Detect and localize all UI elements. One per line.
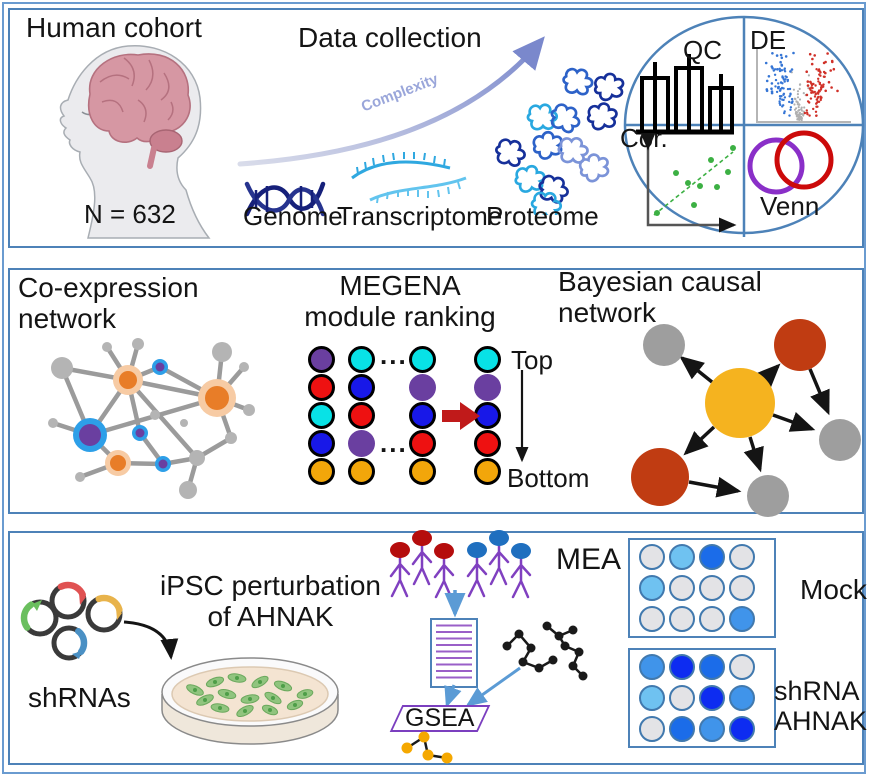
mea-well-deepblue [729, 716, 755, 742]
bayesian-network-graphic [631, 319, 861, 517]
megena-module-column-3 [409, 346, 436, 485]
cohort-title: Human cohort [26, 12, 202, 43]
rna-icon [351, 152, 467, 204]
coexpression-title: Co-expression network [18, 272, 199, 335]
stick-figures-icon [389, 530, 532, 618]
mea-well-strongblue [699, 654, 725, 680]
rank-red-arrow-icon [442, 402, 480, 430]
shrna-ahnak-label: shRNA AHNAK [774, 676, 868, 737]
mea-well-gray [669, 606, 695, 632]
mea-well-blue [729, 606, 755, 632]
venn-diagram-icon [747, 130, 834, 195]
megena-module-gold [409, 458, 436, 485]
mea-well-strongblue [699, 544, 725, 570]
megena-module-purple [348, 430, 375, 457]
megena-module-cyan [474, 346, 501, 373]
omics-label-genome: Genome [243, 201, 343, 231]
megena-module-column-2 [348, 346, 375, 485]
scatter-plot-icon [640, 133, 737, 233]
proteome-icon [492, 65, 628, 215]
mea-well-gray [699, 606, 725, 632]
mea-plate-mock [628, 538, 776, 638]
n-count-label: N = 632 [84, 199, 176, 229]
megena-title: MEGENA module ranking [304, 270, 496, 333]
mea-well-strongblue [669, 716, 695, 742]
megena-module-cyan [348, 346, 375, 373]
omics-label-proteome: Proteome [486, 201, 599, 231]
plasmids-icon [20, 581, 179, 662]
megena-module-blue [348, 374, 375, 401]
dna-icon [244, 181, 326, 217]
mea-well-gray [729, 654, 755, 680]
megena-module-red [409, 430, 436, 457]
mea-well-gray [669, 575, 695, 601]
megena-module-gold [308, 458, 335, 485]
venn-label: Venn [760, 191, 820, 221]
mea-well-deepblue [699, 685, 725, 711]
rank-direction-arrow [515, 370, 529, 463]
megena-module-purple [308, 346, 335, 373]
mea-well-blue [639, 654, 665, 680]
mea-well-blue [699, 716, 725, 742]
megena-module-gold [474, 458, 501, 485]
megena-module-cyan [409, 346, 436, 373]
red-head-icons [390, 530, 454, 559]
mea-well-gray [639, 716, 665, 742]
mea-well-deepblue [669, 654, 695, 680]
qc-label: QC [683, 35, 722, 65]
volcano-plot-icon [756, 48, 851, 123]
megena-ellipsis-top: ... [380, 340, 408, 370]
megena-ellipsis-bottom: ... [380, 428, 408, 458]
mea-well-gray [729, 544, 755, 570]
megena-module-red [474, 430, 501, 457]
analysis-wheel [623, 15, 865, 237]
megena-module-blue [409, 402, 436, 429]
de-label: DE [750, 25, 787, 55]
megena-module-red [348, 402, 375, 429]
petri-dish-icon [161, 657, 339, 745]
mea-well-gray [639, 544, 665, 570]
ipsc-cells [186, 673, 314, 718]
hub-nodes [73, 359, 236, 476]
megena-module-purple [474, 374, 501, 401]
bottom-label: Bottom [507, 463, 590, 493]
human-head-illustration [59, 45, 211, 239]
megena-module-cyan [308, 402, 335, 429]
network-cluster-icon [502, 621, 588, 681]
qc-boxplot-icon [636, 54, 734, 135]
megena-module-column-1 [308, 346, 335, 485]
bayesian-title: Bayesian causal network [558, 266, 762, 329]
megena-module-purple [409, 374, 436, 401]
gene-set-mini-network-icon [401, 731, 453, 764]
mea-plate-shrna-ahnak [628, 648, 776, 748]
mock-label: Mock [800, 574, 867, 605]
mea-well-gray [639, 606, 665, 632]
megena-module-column-4 [474, 346, 501, 485]
mea-well-gray [669, 685, 695, 711]
ipsc-title: iPSC perturbation of AHNAK [159, 570, 381, 633]
data-collection-title: Data collection [298, 22, 482, 53]
mea-well-lightblue [639, 685, 665, 711]
cor-label: Cor. [620, 123, 668, 153]
transfection-arrow [123, 620, 179, 660]
mea-well-lightblue [669, 544, 695, 570]
mea-well-lightblue [639, 575, 665, 601]
blue-head-icons [467, 530, 531, 559]
megena-module-blue [308, 430, 335, 457]
megena-module-red [308, 374, 335, 401]
complexity-arrow-icon [237, 36, 545, 167]
mea-well-gray [699, 575, 725, 601]
top-label: Top [511, 345, 553, 375]
figure-border [2, 2, 866, 774]
gsea-input-arrows [444, 666, 521, 708]
omics-label-transcriptome: Transcriptome [337, 201, 503, 231]
shrnas-label: shRNAs [28, 682, 131, 713]
mea-label: MEA [556, 543, 622, 576]
brain-icon [88, 53, 191, 169]
coexpression-network-graphic [48, 338, 255, 499]
megena-module-gold [348, 458, 375, 485]
mea-well-blue [729, 685, 755, 711]
mea-well-gray [729, 575, 755, 601]
